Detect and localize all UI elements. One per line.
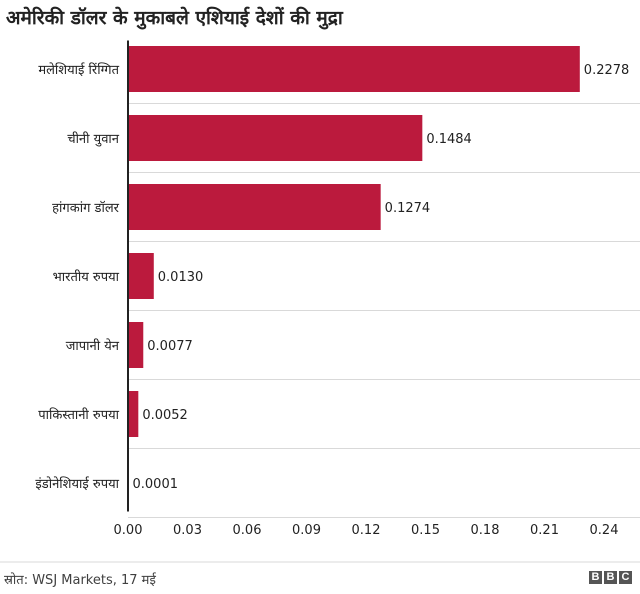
source-note: स्रोत: WSJ Markets, 17 मई [4,573,156,588]
bar [128,391,139,437]
x-tick-label: 0.24 [590,523,619,538]
category-label: इंडोनेशियाई रुपया [35,476,119,492]
category-label: पाकिस्तानी रुपया [38,407,119,423]
category-label: जापानी येन [66,338,120,354]
value-label: 0.0001 [133,477,179,492]
bbc-logo-letter: B [589,571,602,584]
category-label: हांगकांग डॉलर [52,200,120,216]
value-label: 0.2278 [584,63,630,78]
x-tick-label: 0.00 [114,523,143,538]
x-tick-label: 0.06 [233,523,262,538]
category-label: चीनी युवान [67,131,119,147]
bar [128,46,580,92]
bar [128,115,423,161]
x-tick-label: 0.21 [530,523,559,538]
bar [128,322,144,368]
value-label: 0.1484 [426,132,472,147]
value-label: 0.0052 [142,408,188,423]
category-label: भारतीय रुपया [53,269,120,285]
x-tick-label: 0.18 [471,523,500,538]
bar [128,253,154,299]
category-label: मलेशियाई रिंग्गित [38,62,119,78]
x-tick-label: 0.12 [352,523,381,538]
value-label: 0.0077 [147,339,193,354]
value-label: 0.0130 [158,270,204,285]
x-tick-label: 0.15 [411,523,440,538]
x-tick-label: 0.03 [173,523,202,538]
bbc-logo-letter: B [604,571,617,584]
value-label: 0.1274 [385,201,431,216]
bbc-logo: B B C [589,571,632,584]
x-tick-label: 0.09 [292,523,321,538]
chart-title: अमेरिकी डॉलर के मुकाबले एशियाई देशों की … [6,7,343,29]
bar [128,184,381,230]
bbc-logo-letter: C [619,571,632,584]
